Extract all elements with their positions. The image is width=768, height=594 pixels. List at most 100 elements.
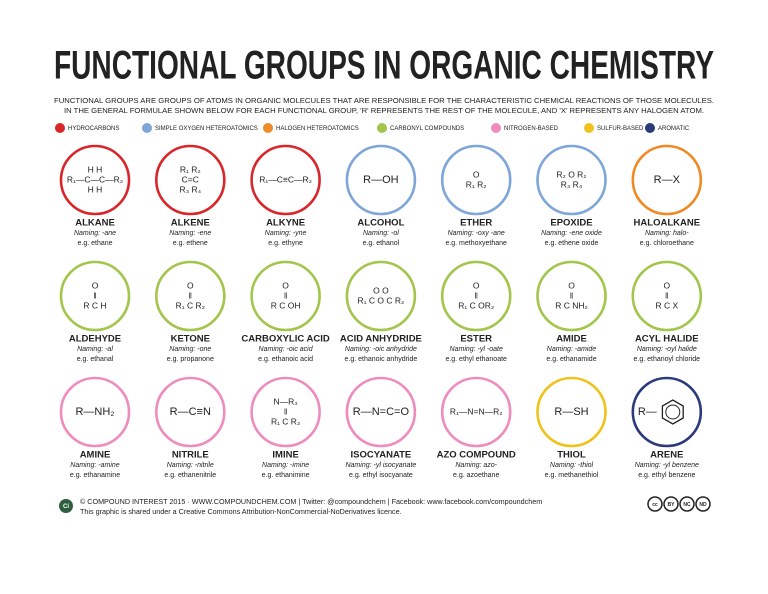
cc-badge [663, 496, 679, 512]
group-naming: Naming: -ene oxide [541, 230, 602, 237]
title: FUNCTIONAL GROUPS IN ORGANIC CHEMISTRY [54, 44, 714, 88]
formula-text: R—X [654, 174, 681, 186]
formula-text: R₁ R₂ [180, 164, 201, 174]
formula-text: ‖ [474, 290, 478, 300]
group-circle [536, 260, 607, 332]
group-naming: Naming: -amine [70, 462, 120, 469]
formula-text: R₃ R₄ [180, 184, 202, 194]
group-name: ACID ANHYDRIDE [340, 334, 422, 345]
group-name: ALCOHOL [357, 218, 404, 229]
subtitle: FUNCTIONAL GROUPS ARE GROUPS OF ATOMS IN… [54, 96, 714, 105]
group-circle [59, 260, 131, 332]
legend-label: SULFUR-BASED [597, 126, 644, 132]
group-example: e.g. ethanoic anhydride [345, 356, 418, 363]
legend-label: HALOGEN HETEROATOMICS [276, 126, 359, 132]
formula-text: R₁ C OR₂ [458, 300, 494, 310]
legend-swatch [645, 123, 655, 133]
group-example: e.g. ethanamide [546, 356, 596, 363]
group-example: e.g. ethene [173, 240, 208, 247]
legend-swatch [55, 123, 65, 133]
group-naming: Naming: -oyl halide [637, 346, 697, 353]
group-circle [440, 260, 512, 332]
group-naming: Naming: -nitrile [167, 462, 214, 469]
group-circle [345, 260, 417, 332]
group-naming: Naming: -yl isocyanate [345, 462, 416, 469]
group-name: AMIDE [556, 334, 587, 345]
group-naming: Naming: halo- [645, 230, 689, 237]
group-example: e.g. ethyl isocyanate [349, 472, 413, 479]
formula-text: O [92, 280, 99, 290]
formula-text: C=C [182, 174, 199, 184]
group-example: e.g. ethene oxide [545, 240, 599, 247]
cc-badge [679, 496, 695, 512]
group-circle [440, 376, 512, 448]
group-circle [536, 144, 607, 216]
group-example: e.g. azoethane [453, 472, 499, 479]
legend-label: NITROGEN-BASED [504, 126, 559, 132]
group-naming: Naming: -oxy -ane [448, 230, 505, 237]
group-name: ACYL HALIDE [635, 334, 699, 345]
group-name: ALDEHYDE [69, 334, 121, 345]
formula-text: R₂ O R₂ [556, 169, 586, 179]
group-example: e.g. ethyl ethanoate [445, 356, 507, 363]
group-name: THIOL [557, 450, 586, 461]
cc-badge-label: cc [652, 502, 658, 508]
group-name: AMINE [80, 450, 111, 461]
group-name: ESTER [460, 334, 492, 345]
cc-badge-label: NC [683, 502, 691, 508]
group-naming: Naming: -amide [547, 346, 597, 353]
group-example: e.g. ethanal [77, 356, 114, 363]
group-naming: Naming: -al [77, 346, 113, 353]
formula-text: R₃ R₄ [561, 179, 583, 189]
legend-swatch [263, 123, 273, 133]
group-name: EPOXIDE [550, 218, 592, 229]
legend-label: AROMATIC [658, 126, 690, 132]
group-naming: Naming: -thiol [550, 462, 594, 469]
group-example: e.g. ethanol [363, 240, 400, 247]
footer-credit: © COMPOUND INTEREST 2015 · WWW.COMPOUNDC… [80, 497, 542, 506]
group-circle [250, 376, 321, 448]
group-circle [536, 376, 607, 448]
group-circle [59, 376, 131, 448]
group-example: e.g. methanethiol [545, 472, 599, 479]
formula-text: ‖ [665, 290, 669, 300]
formula-text: R C H [83, 300, 106, 310]
group-naming: Naming: -yl benzene [635, 462, 699, 469]
formula-text: O O [373, 285, 389, 295]
group-circle [155, 144, 226, 216]
group-name: IMINE [272, 450, 298, 461]
group-example: e.g. ethanoic acid [258, 356, 313, 363]
formula-text: O [663, 280, 670, 290]
cc-badge-label: BY [668, 502, 676, 508]
legend-swatch [584, 123, 594, 133]
formula-text: ‖ [570, 290, 574, 300]
group-example: e.g. chloroethane [640, 240, 694, 247]
legend-swatch [377, 123, 387, 133]
formula-text: H H [88, 184, 103, 194]
formula-text: R—C≡N [170, 406, 211, 418]
benzene-ring-inner [665, 404, 681, 420]
group-name: ALKANE [75, 218, 115, 229]
group-example: e.g. methoxyethane [445, 240, 507, 247]
group-circle [250, 260, 321, 332]
formula-text: R—NH₂ [75, 406, 114, 418]
group-naming: Naming: azo- [455, 462, 497, 469]
formula-text: R₁—C—C—R₂ [67, 174, 123, 184]
formula-text: ‖ [93, 290, 97, 300]
group-example: e.g. ethyne [268, 240, 303, 247]
formula-text: O [568, 280, 575, 290]
logo-circle [59, 499, 73, 513]
group-naming: Naming: -ol [363, 230, 399, 237]
formula-text: R₁ C O C R₂ [358, 295, 405, 305]
cc-badge [647, 496, 663, 512]
formula-text: R—N=C=O [353, 406, 410, 418]
group-name: NITRILE [172, 450, 209, 461]
formula-text: ‖ [189, 290, 193, 300]
group-circle [345, 144, 417, 216]
group-name: ISOCYANATE [351, 450, 412, 461]
formula-text: ‖ [284, 290, 288, 300]
group-circle [631, 144, 703, 216]
group-name: AZO COMPOUND [437, 450, 516, 461]
group-circle [631, 376, 703, 448]
